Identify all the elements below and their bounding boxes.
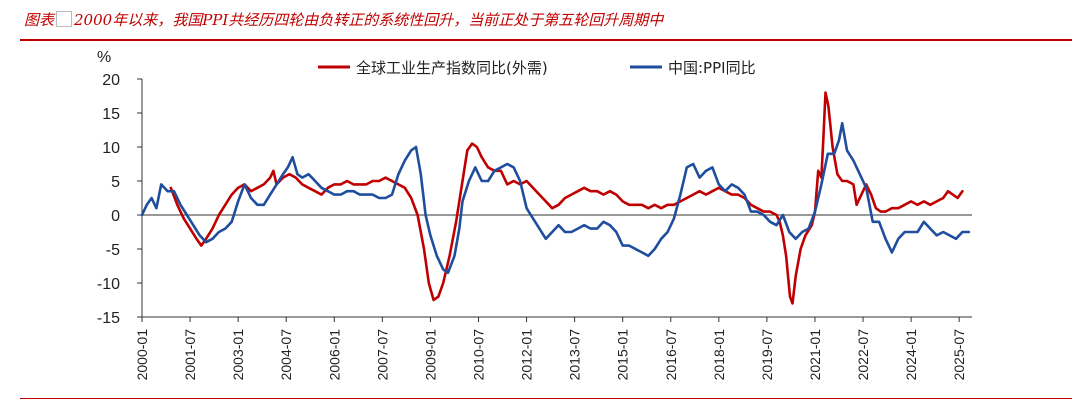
y-tick-label: 15 — [102, 106, 120, 123]
x-tick-label: 2012-01 — [519, 329, 535, 381]
chart-series — [140, 91, 971, 305]
x-tick-label: 2004-07 — [278, 329, 294, 381]
y-tick-label: 5 — [111, 174, 120, 191]
y-tick-label: 20 — [102, 72, 120, 89]
x-tick-label: 2015-01 — [615, 329, 631, 381]
y-tick-label: 10 — [102, 140, 120, 157]
series-line-global-ip — [169, 91, 964, 305]
series-line-china-ppi — [140, 121, 971, 275]
chart-axes: -15 -10 -5 0 5 10 15 20% 2000-01 2001-07 2003-01 20… — [97, 49, 972, 380]
title-prefix: 图表 — [24, 11, 55, 29]
legend-label: 全球工业生产指数同比(外需) — [356, 59, 548, 77]
x-tick-label: 2009-01 — [422, 329, 438, 381]
x-tick-label: 2022-07 — [855, 329, 871, 381]
x-tick-label: 2007-07 — [374, 329, 390, 381]
title-text: 2000年以来，我国PPI共经历四轮由负转正的系统性回升，当前正处于第五轮回升周… — [74, 11, 664, 29]
y-tick-label: -10 — [97, 276, 120, 293]
legend-label: 中国:PPI同比 — [668, 59, 756, 77]
x-tick-label: 2010-07 — [470, 329, 486, 381]
x-tick-label: 2025-07 — [951, 329, 967, 381]
y-tick-label: -5 — [106, 242, 120, 259]
x-tick-label: 2003-01 — [230, 329, 246, 381]
x-tick-label: 2019-07 — [759, 329, 775, 381]
y-tick-label: -15 — [97, 310, 120, 327]
chart-title: 图表 2000年以来，我国PPI共经历四轮由负转正的系统性回升，当前正处于第五轮回… — [24, 9, 663, 30]
title-rule — [20, 39, 1072, 41]
bottom-rule — [20, 398, 1072, 399]
x-tick-label: 2018-01 — [711, 329, 727, 381]
x-tick-label: 2013-07 — [567, 329, 583, 381]
title-placeholder-box — [56, 11, 73, 27]
x-tick-label: 2000-01 — [134, 329, 150, 381]
x-tick-label: 2024-01 — [903, 329, 919, 381]
x-tick-label: 2006-01 — [326, 329, 342, 381]
x-tick-label: 2016-07 — [663, 329, 679, 381]
x-tick-label: 2021-01 — [807, 329, 823, 381]
chart-legend: 全球工业生产指数同比(外需) 中国:PPI同比 — [318, 59, 756, 77]
y-axis-unit: % — [97, 49, 111, 66]
chart-title-bar: 图表 2000年以来，我国PPI共经历四轮由负转正的系统性回升，当前正处于第五轮回… — [0, 0, 1080, 41]
y-tick-label: 0 — [111, 208, 120, 225]
x-tick-label: 2001-07 — [182, 329, 198, 381]
